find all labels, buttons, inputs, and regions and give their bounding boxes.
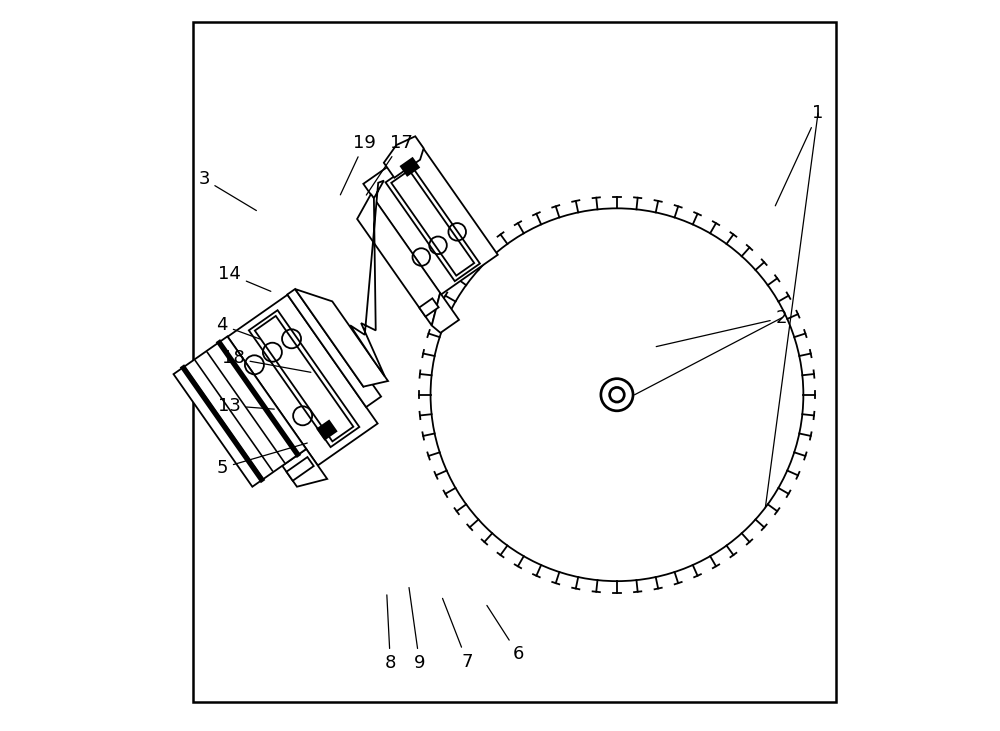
Polygon shape — [286, 457, 314, 481]
Polygon shape — [350, 181, 385, 376]
Text: 3: 3 — [198, 170, 256, 211]
Polygon shape — [386, 164, 480, 281]
Polygon shape — [174, 336, 306, 487]
Polygon shape — [228, 295, 378, 466]
Text: 8: 8 — [385, 595, 396, 672]
Text: 17: 17 — [366, 134, 413, 195]
Polygon shape — [316, 420, 338, 441]
Text: 19: 19 — [340, 134, 376, 195]
Text: 5: 5 — [216, 443, 307, 477]
Polygon shape — [249, 310, 359, 447]
Text: 9: 9 — [409, 588, 425, 672]
Text: 13: 13 — [218, 397, 274, 414]
Polygon shape — [384, 136, 424, 178]
Text: 6: 6 — [487, 605, 524, 663]
Text: 4: 4 — [216, 317, 260, 339]
Polygon shape — [432, 293, 459, 333]
Polygon shape — [357, 194, 440, 325]
Text: 18: 18 — [222, 349, 311, 372]
Polygon shape — [295, 289, 388, 387]
Text: 1: 1 — [775, 105, 824, 206]
Polygon shape — [400, 157, 420, 177]
Polygon shape — [363, 144, 498, 295]
Polygon shape — [255, 316, 353, 442]
Polygon shape — [287, 289, 381, 407]
Polygon shape — [391, 170, 474, 276]
Text: 14: 14 — [218, 265, 271, 292]
Text: 2: 2 — [656, 309, 787, 346]
Polygon shape — [419, 298, 439, 317]
Bar — [193, 22, 836, 702]
Polygon shape — [282, 449, 327, 487]
Text: 7: 7 — [443, 599, 473, 670]
